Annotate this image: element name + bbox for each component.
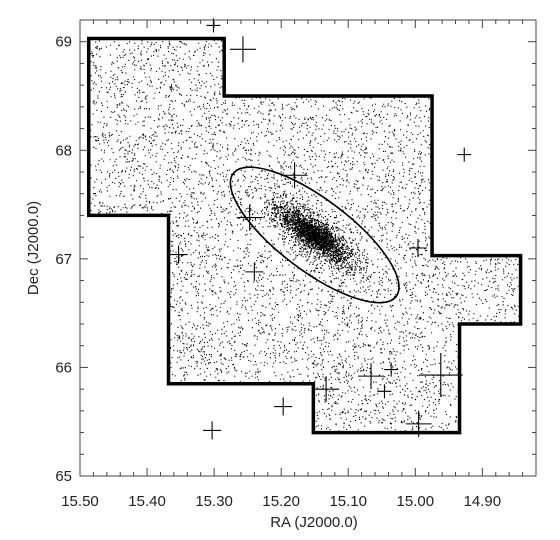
x-tick-label: 14.90	[464, 493, 502, 510]
x-tick-label: 15.30	[195, 493, 233, 510]
bright-star-marker	[245, 262, 264, 281]
bright-star-marker	[457, 147, 472, 162]
bright-star-marker	[377, 384, 392, 399]
survey-footprint	[86, 36, 523, 435]
y-tick-label: 68	[55, 142, 72, 159]
bright-star-marker	[274, 397, 293, 416]
overlay-shapes	[86, 36, 523, 435]
y-tick-label: 65	[55, 468, 72, 485]
y-tick-label: 66	[55, 359, 72, 376]
y-tick-label: 69	[55, 34, 72, 51]
x-tick-label: 15.00	[397, 493, 435, 510]
bright-star-marker	[405, 410, 432, 437]
bright-star-marker	[281, 162, 308, 189]
x-tick-label: 15.40	[128, 493, 166, 510]
bright-star-marker	[206, 18, 221, 33]
star-dots	[88, 38, 522, 434]
bright-star-marker	[203, 421, 222, 440]
x-tick-label: 15.10	[329, 493, 367, 510]
bright-star-marker	[169, 245, 188, 264]
bright-star-marker	[384, 362, 399, 377]
bright-star-marker	[236, 204, 263, 231]
bright-star-marker	[358, 363, 385, 390]
x-tick-label: 15.20	[262, 493, 300, 510]
galaxy-ellipse	[229, 166, 400, 304]
bright-star-marker	[229, 36, 256, 63]
star-markers	[169, 18, 472, 440]
point-cloud	[88, 38, 522, 434]
bright-star-marker	[313, 376, 340, 403]
bright-star-marker	[408, 239, 427, 257]
axis-ticks: 15.50 15.40 15.30 15.20 15.10 15.00 14.90 65 66 6…	[55, 20, 536, 510]
bright-star-marker	[418, 353, 463, 398]
y-tick-label: 67	[55, 251, 72, 268]
x-tick-label: 15.50	[61, 493, 99, 510]
y-axis-title: Dec (J2000.0)	[25, 201, 42, 295]
x-axis-title: RA (J2000.0)	[270, 514, 358, 531]
